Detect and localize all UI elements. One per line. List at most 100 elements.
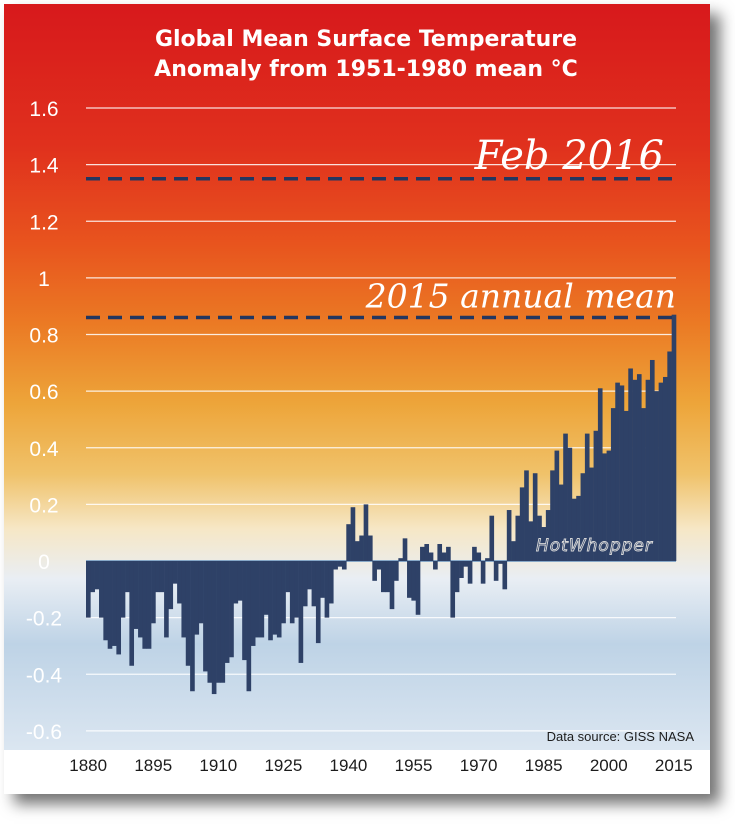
temperature-bar [207,561,213,683]
hotwhopper-watermark: HotWhopper [536,536,653,556]
temperature-bar [441,552,447,561]
temperature-bar [194,561,200,635]
temperature-bar [103,561,108,641]
temperature-bar [381,561,386,593]
temperature-bar [662,376,668,561]
temperature-bar [94,561,100,590]
y-tick-label: 1.4 [29,155,59,178]
temperature-bar [563,433,568,561]
temperature-bar [155,561,161,593]
temperature-bar [667,351,672,561]
temperature-bar [125,561,130,593]
temperature-bar [645,379,651,561]
temperature-bar [446,546,451,561]
temperature-bar [138,561,143,638]
data-source-label: Data source: GISS NASA [547,729,695,744]
temperature-bar [376,561,382,570]
temperature-bar [341,561,347,570]
x-tick-label: 1895 [134,756,172,775]
temperature-bar [437,544,443,561]
temperature-bar [576,495,581,561]
temperature-bar [541,527,547,561]
y-tick-label: 1.6 [29,98,58,121]
temperature-bar [641,408,646,561]
chart-card: Global Mean Surface Temperature Anomaly … [4,4,710,794]
temperature-bar [632,379,638,561]
temperature-bar [428,552,434,561]
temperature-bar [584,433,590,561]
temperature-bar [558,484,564,561]
temperature-bar [263,561,269,615]
y-tick-label: -0.4 [26,664,63,687]
x-tick-label: 2015 [655,756,693,775]
temperature-bar [168,561,174,610]
y-tick-label: -0.2 [26,608,62,631]
y-tick-label: 1.2 [29,211,58,234]
temperature-bar [528,521,534,561]
temperature-bar [450,561,456,618]
temperature-bar [515,515,521,561]
x-tick-label: 1955 [395,756,433,775]
temperature-bar [307,561,312,590]
y-tick-label: 0.4 [29,438,59,461]
temperature-bar [177,561,182,604]
x-tick-label: 1910 [199,756,237,775]
temperature-bar [459,561,464,578]
temperature-bar [350,507,356,561]
temperature-bar [272,561,278,635]
temperature-bar [654,391,659,561]
temperature-bar [276,561,282,638]
temperature-bar [190,561,195,692]
temperature-bar [519,487,525,561]
gradient-background [4,4,710,750]
temperature-bar [133,561,139,629]
temperature-bar [181,561,187,638]
temperature-bar [571,498,577,561]
temperature-bar [90,561,95,593]
temperature-bar [112,561,117,646]
temperature-bar [389,561,395,610]
temperature-bar [636,374,642,561]
temperature-bar [415,561,421,615]
chart-subtitle: Anomaly from 1951-1980 mean °C [154,57,578,82]
y-tick-label: 1 [38,268,50,291]
temperature-bar [420,546,425,561]
annual-mean-annotation: 2015 annual mean [365,277,676,316]
temperature-bar [86,561,91,618]
temperature-bar [628,368,633,561]
gridlines [86,107,676,732]
temperature-bar [211,561,217,695]
temperature-bar [671,314,677,561]
temperature-bar [324,561,330,618]
temperature-bar [589,467,594,561]
temperature-bar [337,561,343,567]
temperature-bar [294,561,299,618]
temperature-bar [472,546,477,561]
temperature-bar [255,561,260,638]
temperature-bar [237,561,243,601]
temperature-bar [302,561,308,607]
temperature-bar [502,561,508,590]
temperature-bar [224,561,230,663]
temperature-bar [146,561,152,649]
y-tick-label: -0.6 [26,721,62,744]
temperature-bar [463,561,469,567]
temperature-bar [476,552,482,561]
y-axis-ticks: 1.6 1.4 1.2 1 0.8 0.6 0.4 0.2 0 -0.2 -0.4 -0.6 [26,98,63,744]
y-tick-label: 0.2 [29,494,58,517]
temperature-bar [164,561,169,638]
x-tick-label: 1880 [69,756,107,775]
temperature-bar [619,385,625,561]
temperature-bar [372,561,377,581]
temperature-bar [398,558,403,561]
y-tick-label: 0 [38,551,50,574]
temperature-bar [554,450,560,561]
chart-title: Global Mean Surface Temperature [155,27,577,52]
temperature-bar [485,558,490,561]
temperature-bar [433,561,438,570]
temperature-bar [402,538,408,561]
temperature-bar [498,561,503,564]
temperature-bar [506,510,512,561]
temperature-bar [385,561,390,593]
temperature-bar [328,561,334,604]
